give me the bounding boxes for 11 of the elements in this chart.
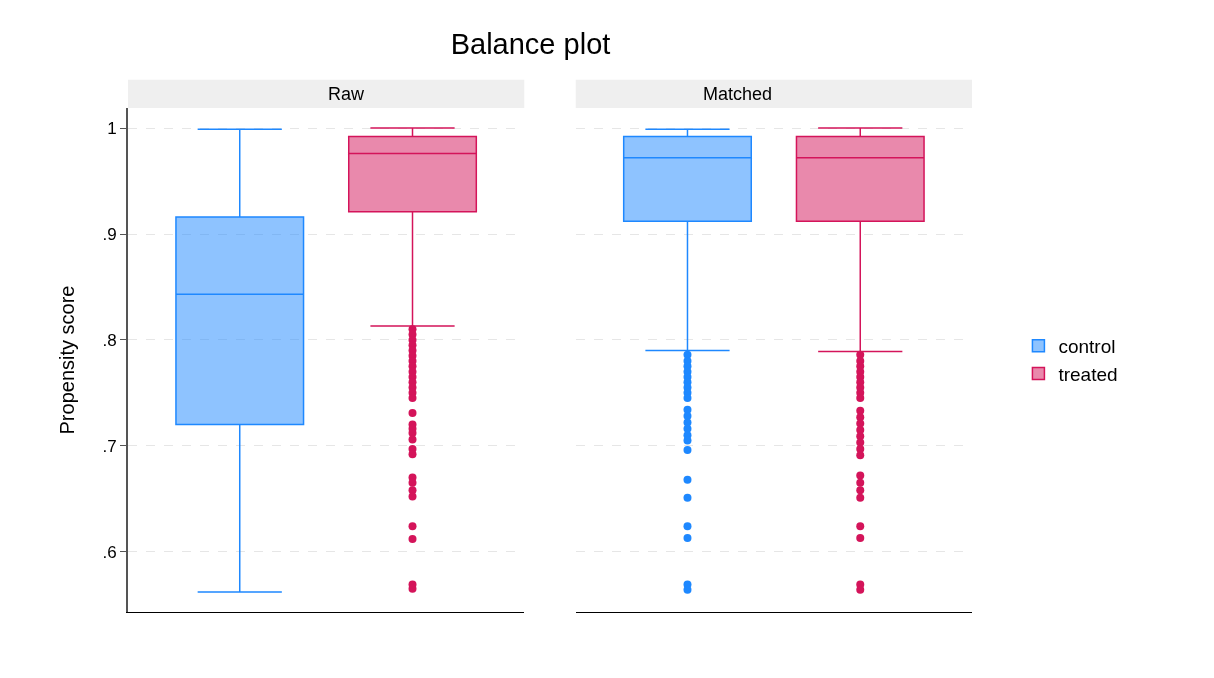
y-tick-label: .8: [102, 330, 117, 350]
y-tick-label: .7: [102, 436, 117, 456]
y-axis-title: Propensity score: [56, 285, 79, 435]
legend-label: control: [1058, 336, 1116, 358]
y-tick-label: 1: [107, 119, 117, 139]
legend-label: treated: [1058, 363, 1118, 385]
y-tick-label: .6: [102, 542, 117, 562]
x-tick-label: Matched: [703, 84, 773, 104]
x-tick-label: Raw: [328, 84, 366, 104]
y-tick-label: .9: [102, 224, 117, 244]
chart-title: Balance plot: [450, 28, 611, 61]
